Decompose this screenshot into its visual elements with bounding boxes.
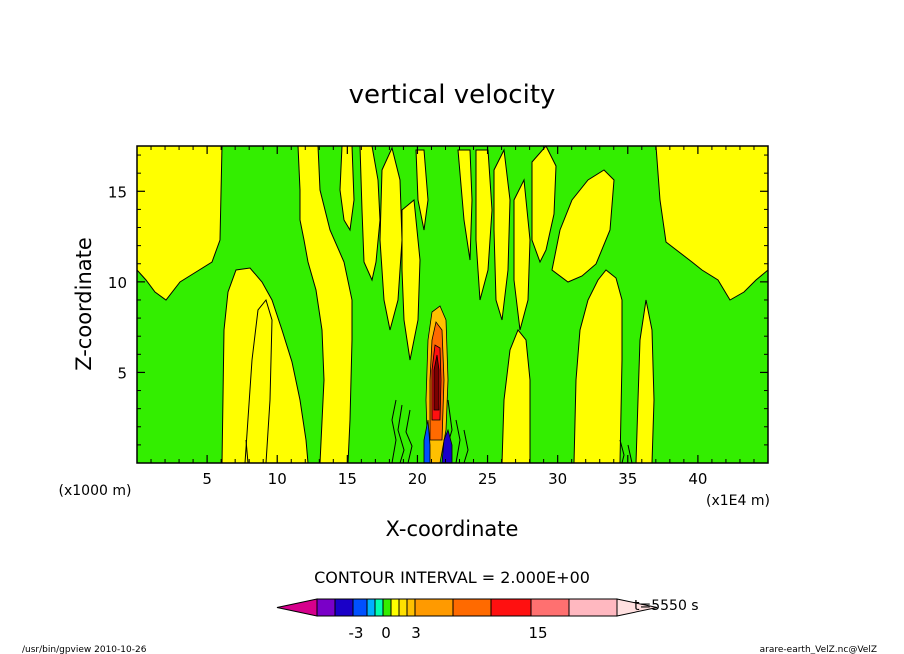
- contour-line: [619, 439, 625, 463]
- core-contour-band: [433, 354, 440, 411]
- contour-line: [391, 399, 397, 463]
- contour-line: [405, 409, 413, 463]
- updraft-region: [137, 146, 223, 301]
- colorbar-segment: [316, 598, 336, 617]
- core-contour-band: [423, 419, 431, 463]
- y-axis-ticks: 5 10 15: [108, 154, 768, 446]
- contour-line: [463, 429, 469, 463]
- colorbar-segment: [374, 598, 384, 617]
- plot-area: [136, 145, 769, 464]
- x-tick-label: 25: [478, 470, 497, 488]
- contour-line: [245, 439, 249, 463]
- core-contour-band: [441, 428, 453, 463]
- y-tick-label: 15: [108, 183, 127, 201]
- updraft-region: [244, 298, 273, 463]
- colorbar-arrow-high: [616, 598, 658, 617]
- y-tick-label: 5: [117, 364, 127, 382]
- colorbar-arrow-low: [276, 598, 318, 617]
- colorbar-segment: [568, 598, 618, 617]
- colorbar-tick-label: 0: [381, 624, 391, 642]
- y-tick-label: 10: [108, 274, 127, 292]
- updraft-region: [531, 146, 557, 264]
- updraft-region: [513, 178, 531, 331]
- x-unit-right: (x1E4 m): [706, 493, 770, 509]
- x-axis-ticks: 5 10 15 20 25 30 35 40: [150, 146, 755, 488]
- x-axis-label: X-coordinate: [386, 517, 519, 541]
- updraft-region: [655, 146, 768, 301]
- time-label: t=5550 s: [634, 598, 699, 614]
- x-tick-label: 35: [618, 470, 637, 488]
- footer-right: arare-earth_VelZ.nc@VelZ: [760, 645, 877, 654]
- x-unit-left: (x1000 m): [59, 483, 132, 499]
- colorbar-segment: [366, 598, 376, 617]
- colorbar-segment: [452, 598, 492, 617]
- contour-line: [455, 419, 461, 463]
- plot-frame: [136, 145, 769, 464]
- colorbar-segment: [530, 598, 570, 617]
- colorbar-segment: [390, 598, 400, 617]
- colorbar-segment: [334, 598, 354, 617]
- y-axis-label: Z-coordinate: [72, 237, 96, 371]
- updraft-region: [493, 148, 511, 321]
- contour-interval-text: CONTOUR INTERVAL = 2.000E+00: [314, 568, 590, 587]
- footer-left: /usr/bin/gpview 2010-10-26: [22, 645, 147, 654]
- contour-line: [627, 444, 633, 463]
- x-tick-label: 10: [268, 470, 287, 488]
- colorbar-segment: [490, 598, 532, 617]
- updraft-region: [297, 146, 353, 463]
- updraft-region: [401, 199, 421, 361]
- colorbar: [276, 598, 658, 617]
- updraft-region: [551, 169, 615, 283]
- updraft-region: [379, 146, 403, 331]
- x-tick-label: 40: [688, 470, 707, 488]
- updraft-region: [359, 146, 381, 282]
- colorbar-tick-labels: -3 0 3 15: [349, 624, 548, 642]
- contour-line: [397, 404, 405, 463]
- colorbar-segment: [352, 598, 368, 617]
- colorbar-tick-label: 15: [528, 624, 547, 642]
- updraft-region: [415, 149, 429, 231]
- colorbar-segment: [414, 598, 454, 617]
- colorbar-tick-label: 3: [411, 624, 421, 642]
- updraft-region: [501, 329, 531, 463]
- updraft-region: [339, 146, 355, 232]
- x-tick-label: 20: [408, 470, 427, 488]
- x-tick-label: 30: [548, 470, 567, 488]
- colorbar-tick-label: -3: [349, 624, 364, 642]
- velocity-field: [137, 146, 768, 463]
- updraft-region: [635, 299, 655, 463]
- colorbar-segment: [406, 598, 416, 617]
- x-tick-label: 5: [202, 470, 212, 488]
- x-tick-label: 15: [338, 470, 357, 488]
- chart-title: vertical velocity: [349, 80, 556, 110]
- colorbar-segment: [398, 598, 408, 617]
- colorbar-segment: [382, 598, 392, 617]
- updraft-region: [573, 269, 623, 463]
- updraft-region: [457, 149, 473, 261]
